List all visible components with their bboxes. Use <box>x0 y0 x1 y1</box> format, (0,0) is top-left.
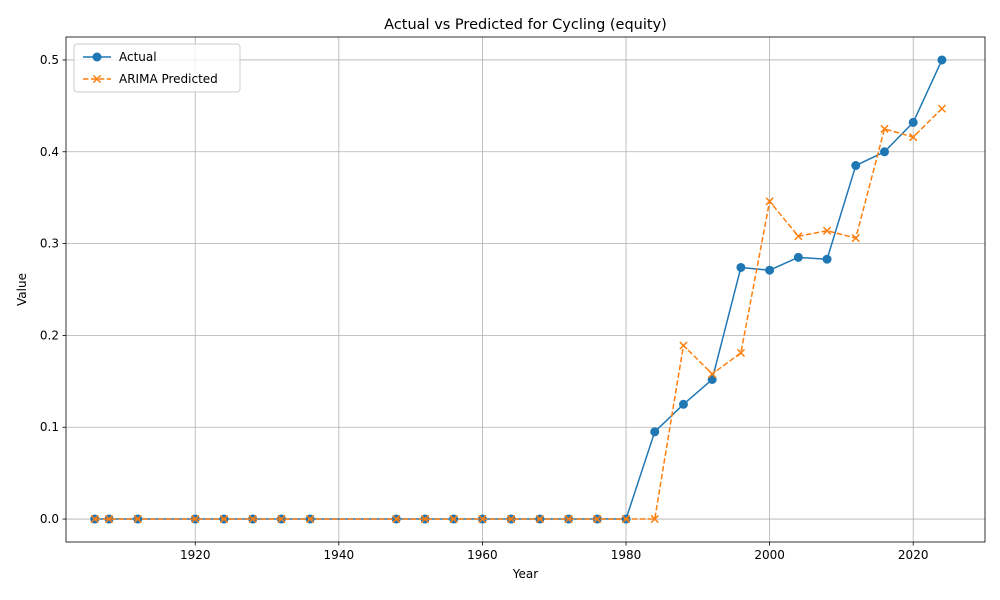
x-tick-label: 1960 <box>467 548 498 562</box>
x-tick-label: 1980 <box>611 548 642 562</box>
series-arima-predicted <box>90 104 947 524</box>
data-point-arima-predicted <box>420 514 430 524</box>
data-point-arima-predicted <box>593 514 602 524</box>
data-point-arima-predicted <box>822 226 832 235</box>
data-point-arima-predicted <box>679 341 688 350</box>
data-point-actual <box>851 161 861 171</box>
y-axis-title: Value <box>15 273 29 306</box>
x-tick-label: 2020 <box>898 548 929 562</box>
data-point-arima-predicted <box>392 514 401 524</box>
data-point-arima-predicted <box>851 233 860 243</box>
data-point-arima-predicted <box>90 514 99 524</box>
data-point-actual <box>678 399 688 409</box>
data-point-arima-predicted <box>449 514 458 524</box>
plot-frame <box>65 36 986 543</box>
data-point-arima-predicted <box>191 514 200 524</box>
data-point-actual <box>793 252 803 262</box>
legend-marker <box>92 74 102 84</box>
ticks: 1920 1940 1960 1980 2000 2020 0.0 0.1 0.2 0.3 0.4 0… <box>40 53 929 562</box>
data-point-actual <box>879 147 889 157</box>
data-point-actual <box>650 427 660 437</box>
y-tick-label: 0.4 <box>40 145 59 159</box>
data-point-arima-predicted <box>650 514 659 524</box>
x-tick-label: 2000 <box>754 548 785 562</box>
x-axis-title: Year <box>512 567 538 581</box>
data-point-actual <box>822 254 832 264</box>
legend-box <box>73 43 241 93</box>
y-tick-label: 0.1 <box>40 420 59 434</box>
data-point-arima-predicted <box>478 514 487 524</box>
legend-label: Actual <box>119 50 157 64</box>
data-point-arima-predicted <box>277 514 286 524</box>
data-point-arima-predicted <box>736 348 746 357</box>
legend-entry-actual: Actual <box>83 50 157 64</box>
data-point-arima-predicted <box>104 514 114 524</box>
data-point-arima-predicted <box>564 514 573 524</box>
legend-marker <box>92 52 102 62</box>
data-point-arima-predicted <box>507 514 516 524</box>
legend: Actual ARIMA Predicted <box>73 43 241 93</box>
data-point-actual <box>908 117 918 127</box>
data-point-arima-predicted <box>708 369 717 379</box>
series-layer <box>90 55 947 524</box>
data-point-arima-predicted <box>621 514 631 524</box>
data-point-actual <box>736 262 746 272</box>
y-tick-label: 0.2 <box>40 328 59 342</box>
data-point-actual <box>765 265 775 275</box>
data-point-arima-predicted <box>219 514 229 524</box>
data-point-arima-predicted <box>305 514 315 524</box>
data-point-arima-predicted <box>133 514 142 524</box>
legend-entry-arima-predicted: ARIMA Predicted <box>83 72 218 86</box>
y-tick-label: 0.5 <box>40 53 59 67</box>
x-tick-label: 1920 <box>180 548 211 562</box>
data-point-arima-predicted <box>765 197 774 206</box>
y-tick-label: 0.3 <box>40 237 59 251</box>
data-point-arima-predicted <box>535 514 544 524</box>
series-line-arima-predicted <box>94 108 943 520</box>
data-point-actual <box>707 374 717 384</box>
chart-title: Actual vs Predicted for Cycling (equity) <box>384 17 667 33</box>
y-tick-label: 0.0 <box>40 512 59 526</box>
legend-label: ARIMA Predicted <box>119 72 218 86</box>
data-point-arima-predicted <box>880 124 889 133</box>
data-point-arima-predicted <box>909 132 918 142</box>
data-point-arima-predicted <box>794 232 803 241</box>
data-point-arima-predicted <box>937 104 947 113</box>
data-point-actual <box>937 55 947 65</box>
x-tick-label: 1940 <box>324 548 355 562</box>
data-point-arima-predicted <box>248 514 257 524</box>
